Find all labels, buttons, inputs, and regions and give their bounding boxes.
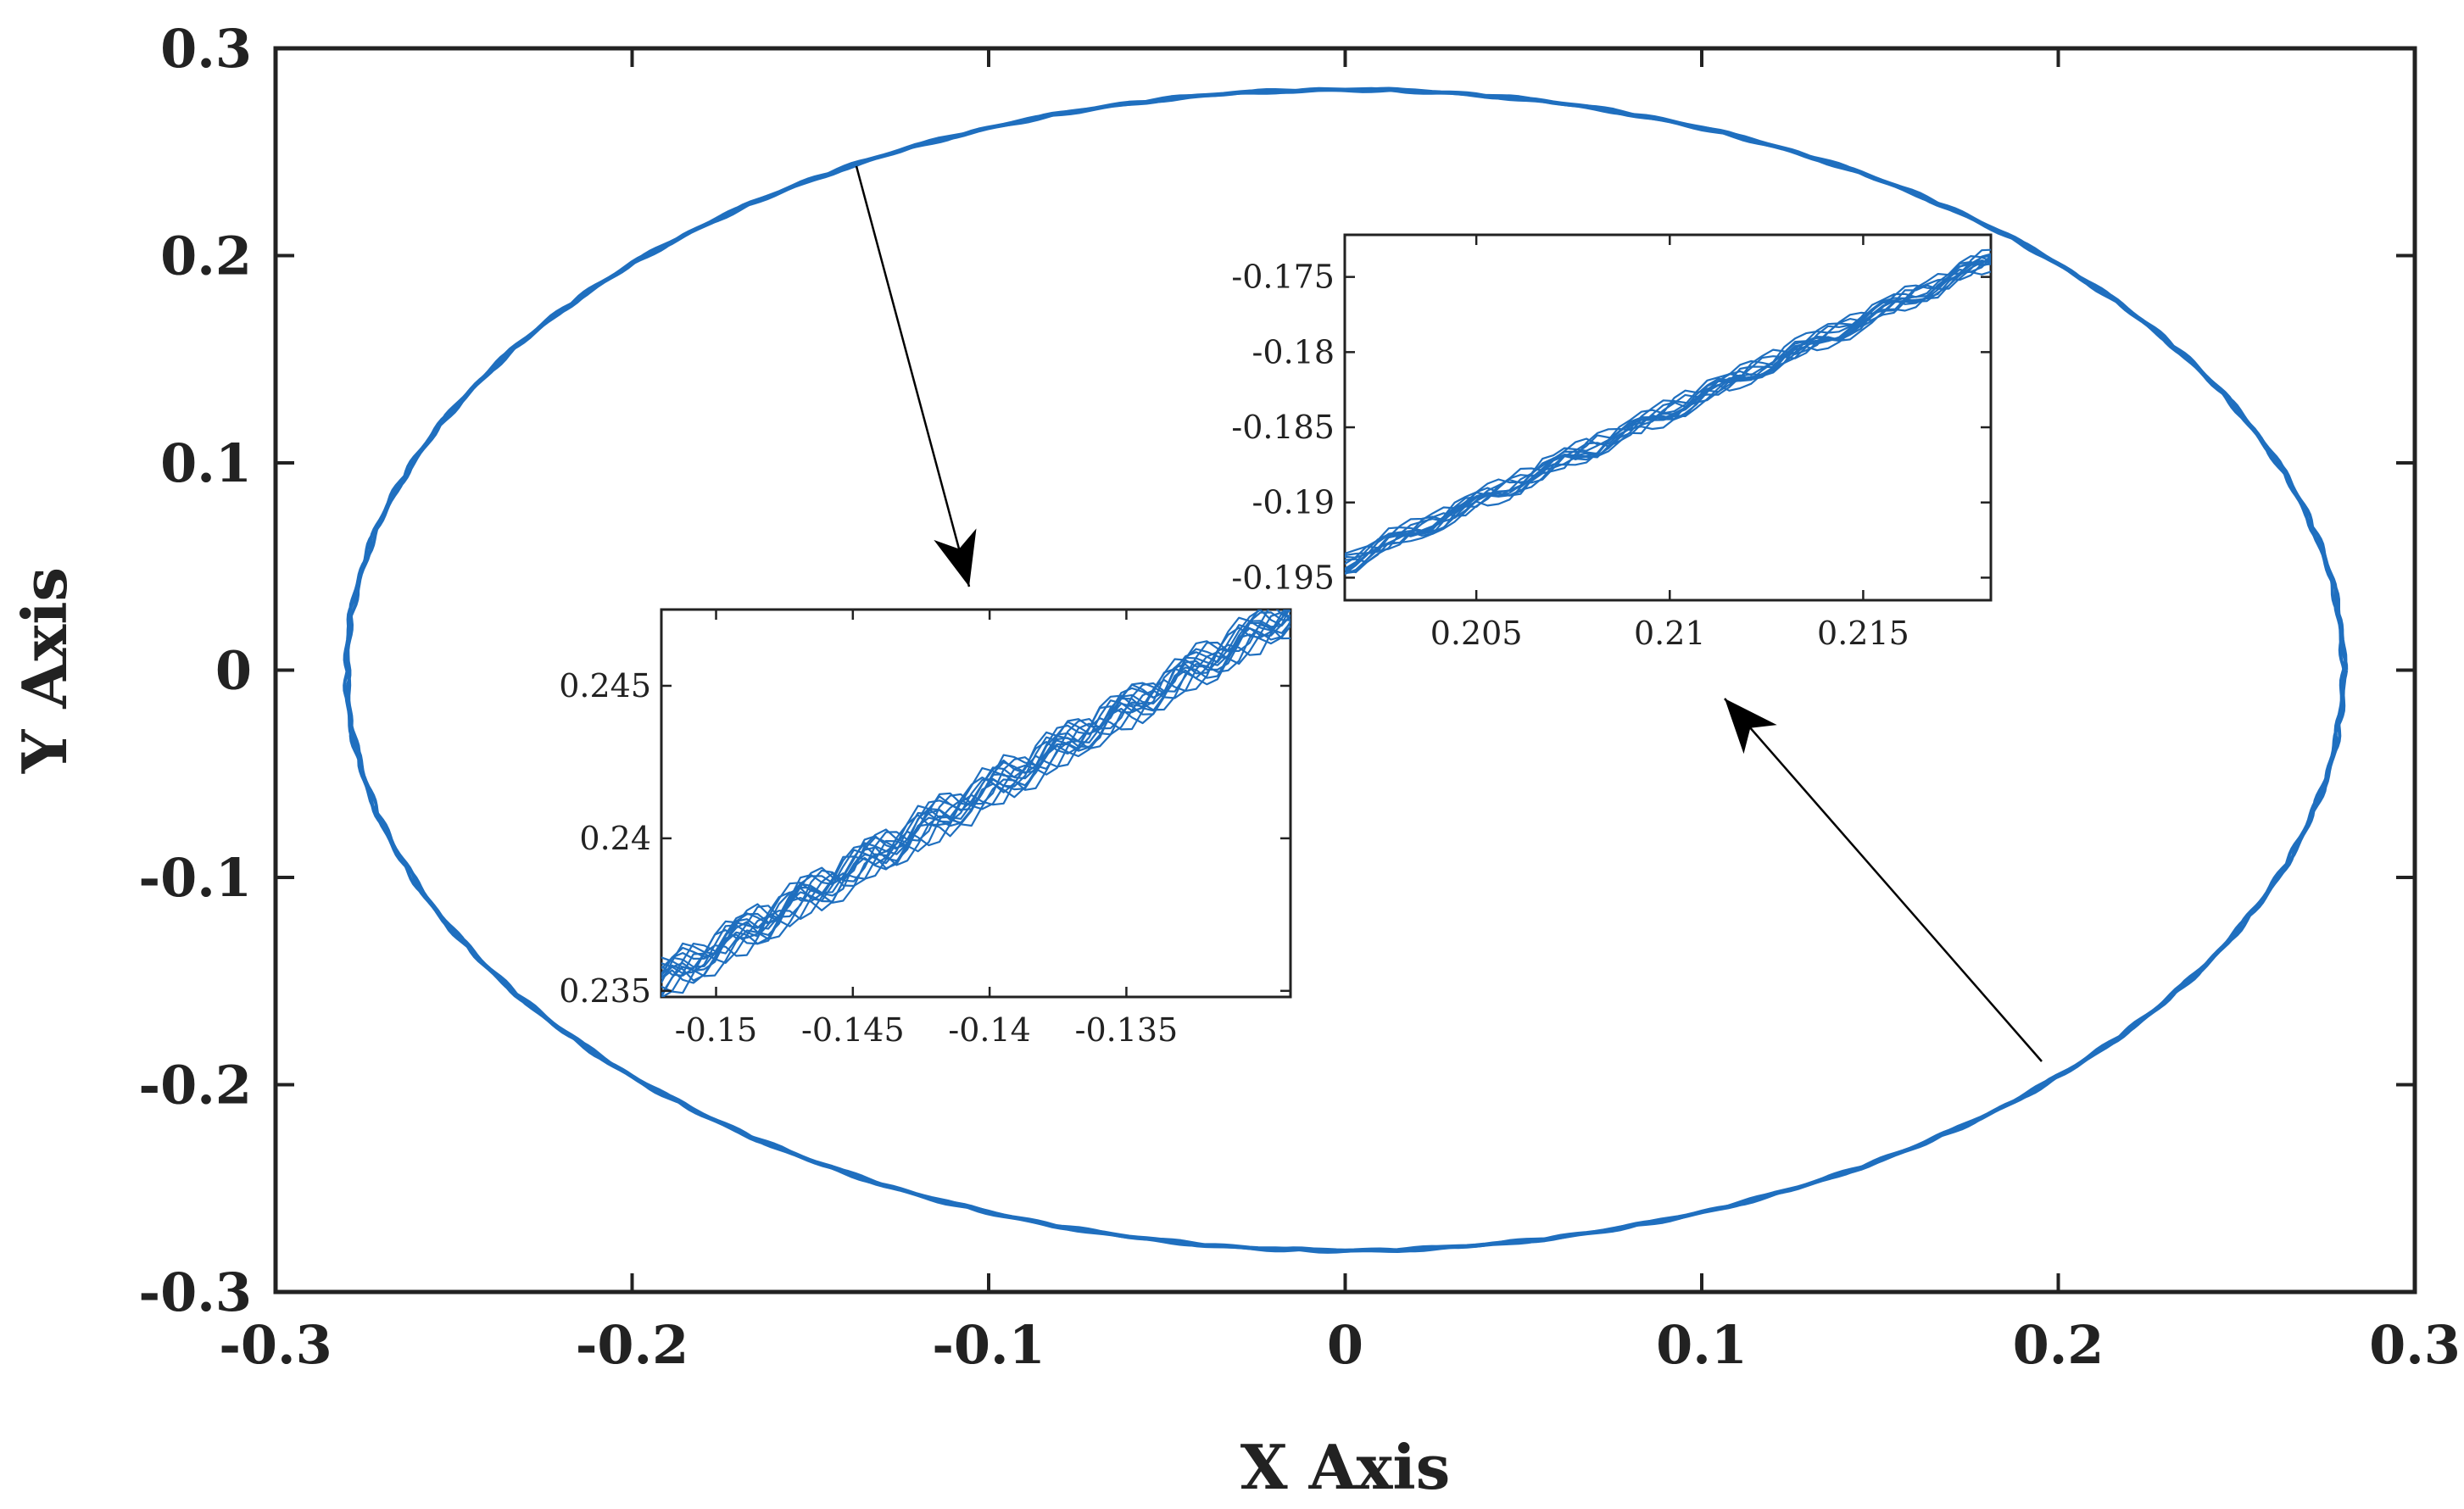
inset-plots: -0.15 -0.145 -0.14 -0.135 0.245 0.24 0.235 0.20… [559, 233, 1993, 1049]
inset-y-tick-label: -0.195 [1231, 559, 1335, 596]
inset-traces [1345, 248, 1991, 576]
inset-x-tick-label: 0.205 [1430, 615, 1523, 652]
inset-y-tick-label: -0.175 [1231, 259, 1335, 296]
inset-trace-line [661, 610, 1291, 975]
inset-y-tick-label: 0.245 [559, 667, 651, 704]
y-axis-label: Y Axis [8, 567, 81, 774]
x-axis-label: X Axis [1240, 1431, 1451, 1503]
inset-x-tick-label: -0.15 [675, 1011, 757, 1049]
inset-y-tick-label: -0.19 [1252, 484, 1335, 521]
y-tick-label: 0 [215, 640, 252, 702]
inset-y-tick-label: -0.185 [1231, 409, 1335, 446]
zoom-arrowhead [934, 528, 977, 587]
inset-trace-line [1345, 256, 1991, 571]
inset-zoom-upper-left: -0.15 -0.145 -0.14 -0.135 0.245 0.24 0.235 [559, 608, 1292, 1049]
inset-x-tick-label: -0.145 [801, 1011, 905, 1049]
x-tick-label: -0.1 [932, 1314, 1045, 1376]
y-tick-label: -0.2 [138, 1055, 252, 1116]
x-tick-label: 0 [1327, 1314, 1363, 1376]
y-tick-label: 0.1 [160, 432, 252, 494]
inset-y-tick-label: -0.18 [1252, 333, 1335, 370]
trajectory-line [343, 87, 2347, 1254]
inset-x-tick-label: 0.21 [1634, 615, 1706, 652]
x-tick-label: -0.2 [576, 1314, 689, 1376]
main-plot-series [343, 86, 2349, 1254]
y-tick-label: 0.2 [160, 226, 252, 287]
main-plot-frame [273, 46, 2417, 1295]
zoom-arrows [855, 165, 2043, 1062]
inset-x-tick-label: 0.215 [1817, 615, 1909, 652]
x-tick-label: -0.3 [219, 1314, 332, 1376]
inset-trace-line [661, 610, 1291, 995]
inset-trace-line [661, 610, 1291, 994]
zoom-arrow-line [1724, 698, 2043, 1062]
y-tick-label: 0.3 [160, 18, 252, 80]
x-tick-label: 0.2 [2013, 1314, 2104, 1376]
zoom-arrow-line [855, 165, 971, 587]
inset-zoom-lower-right: 0.205 0.21 0.215 -0.175 -0.18 -0.185 -0.19 -0.1… [1231, 233, 1993, 652]
zoom-arrowhead [1725, 699, 1777, 754]
inset-x-tick-label: -0.14 [948, 1011, 1030, 1049]
y-tick-label: -0.3 [138, 1261, 252, 1323]
inset-y-tick-label: 0.235 [559, 972, 651, 1010]
x-tick-label: 0.1 [1656, 1314, 1748, 1376]
inset-trace-line [661, 621, 1291, 979]
y-tick-label: -0.1 [138, 847, 252, 909]
inset-x-tick-label: -0.135 [1075, 1011, 1179, 1049]
x-tick-label: 0.3 [2369, 1314, 2461, 1376]
inset-traces [661, 610, 1291, 997]
inset-trace-line [1345, 268, 1991, 575]
inset-trace-line [661, 624, 1291, 984]
inset-trace-line [1345, 254, 1991, 565]
inset-y-tick-label: 0.24 [579, 820, 651, 857]
inset-trace-line [1345, 259, 1991, 574]
main-tick-labels: -0.3 -0.2 -0.1 0 0.1 0.2 0.3 0.3 0.2 0.1 0 -0.1 -0.2… [138, 18, 2461, 1376]
inset-trace-line [1345, 248, 1991, 559]
